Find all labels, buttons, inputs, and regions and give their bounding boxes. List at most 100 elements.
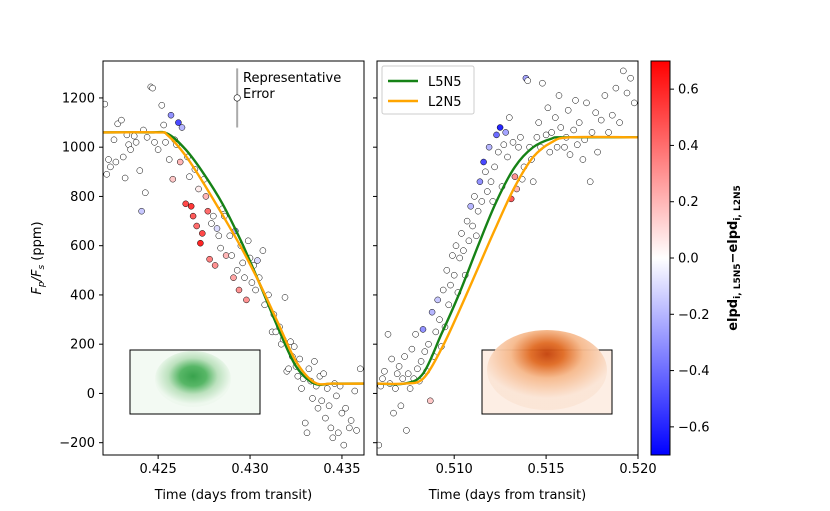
data-point — [381, 368, 388, 375]
data-point — [110, 136, 118, 144]
data-point — [103, 171, 110, 178]
data-point — [285, 365, 292, 373]
data-point — [151, 139, 158, 146]
data-point — [485, 143, 493, 151]
data-point — [149, 84, 156, 92]
data-point — [473, 232, 480, 240]
data-point — [476, 178, 484, 185]
data-point — [597, 116, 605, 124]
data-point — [211, 262, 219, 269]
data-point — [592, 109, 599, 116]
data-point — [342, 404, 349, 412]
right-inset-map-orange-hotspot — [487, 330, 607, 410]
data-point — [542, 131, 550, 139]
data-point — [301, 419, 309, 427]
data-point — [566, 151, 574, 158]
data-point — [202, 193, 210, 200]
data-point — [311, 358, 318, 365]
data-point — [377, 441, 383, 449]
data-point — [244, 237, 252, 245]
data-point — [544, 104, 552, 112]
y-tick-label: 1200 — [62, 91, 95, 106]
data-point — [452, 242, 460, 249]
data-point — [588, 129, 596, 136]
data-point — [327, 424, 335, 432]
data-point — [535, 119, 542, 126]
data-point — [399, 375, 406, 382]
data-point — [392, 385, 399, 392]
data-point — [193, 222, 200, 230]
data-point — [178, 124, 186, 131]
data-point — [138, 207, 145, 215]
data-point — [491, 163, 498, 171]
data-point — [601, 92, 609, 99]
data-point — [206, 255, 213, 263]
data-point — [474, 207, 482, 215]
data-point — [333, 392, 340, 400]
left-panel: 0.425 0.430 0.435 Time (days from transit) −… — [59, 60, 365, 503]
data-point — [228, 252, 235, 259]
data-point — [329, 434, 337, 442]
data-point — [428, 308, 436, 316]
y-tick-label: 1000 — [62, 141, 95, 156]
data-point — [496, 124, 504, 131]
y-tick-label: 400 — [70, 288, 95, 303]
data-point — [186, 173, 193, 180]
data-point — [162, 139, 169, 146]
data-point — [294, 372, 302, 380]
data-point — [254, 257, 261, 264]
data-point — [408, 345, 416, 353]
data-point — [427, 397, 434, 405]
data-point — [465, 237, 473, 245]
data-point — [425, 340, 432, 348]
data-point — [314, 404, 322, 412]
data-point — [471, 193, 478, 200]
data-point — [309, 395, 316, 402]
data-point — [395, 363, 403, 370]
data-point — [414, 365, 421, 373]
data-point — [574, 141, 581, 148]
data-point — [241, 274, 248, 281]
data-point — [443, 267, 451, 274]
model-line-l2n5 — [377, 135, 638, 386]
legend-label-l5n5: L5N5 — [428, 75, 462, 90]
data-point — [390, 409, 397, 417]
x-tick-label: 0.425 — [140, 462, 177, 477]
data-point — [631, 99, 638, 107]
data-point — [281, 294, 289, 301]
data-point — [210, 212, 217, 220]
data-point — [529, 178, 537, 185]
data-point — [419, 326, 427, 333]
data-point — [357, 365, 364, 373]
data-point — [575, 119, 583, 126]
data-point — [500, 141, 508, 148]
data-point — [495, 148, 502, 156]
data-point — [458, 230, 465, 237]
data-point — [338, 409, 346, 417]
data-point — [605, 129, 612, 136]
data-point — [388, 355, 395, 363]
data-point — [384, 331, 392, 338]
data-point — [511, 173, 519, 180]
data-point — [460, 247, 467, 254]
data-point — [482, 168, 489, 176]
colorbar-tick-label: 0.0 — [678, 252, 699, 267]
data-point — [533, 134, 541, 141]
colorbar-label: elpdi, L5N5−elpdi, L2N5 — [726, 185, 743, 331]
representative-error-marker — [233, 94, 241, 102]
data-point — [404, 370, 412, 377]
data-point — [259, 247, 267, 254]
data-point — [620, 67, 627, 75]
data-point — [412, 331, 419, 338]
data-point — [340, 441, 348, 449]
model-line-l2n5 — [103, 131, 364, 386]
right-panel-frame — [376, 60, 639, 456]
left-inset-map-green-hotspot — [155, 351, 231, 407]
y-tick-label: 200 — [70, 338, 95, 353]
data-point — [623, 89, 631, 97]
data-point — [347, 417, 355, 424]
data-point — [215, 232, 223, 240]
data-point — [175, 119, 182, 126]
